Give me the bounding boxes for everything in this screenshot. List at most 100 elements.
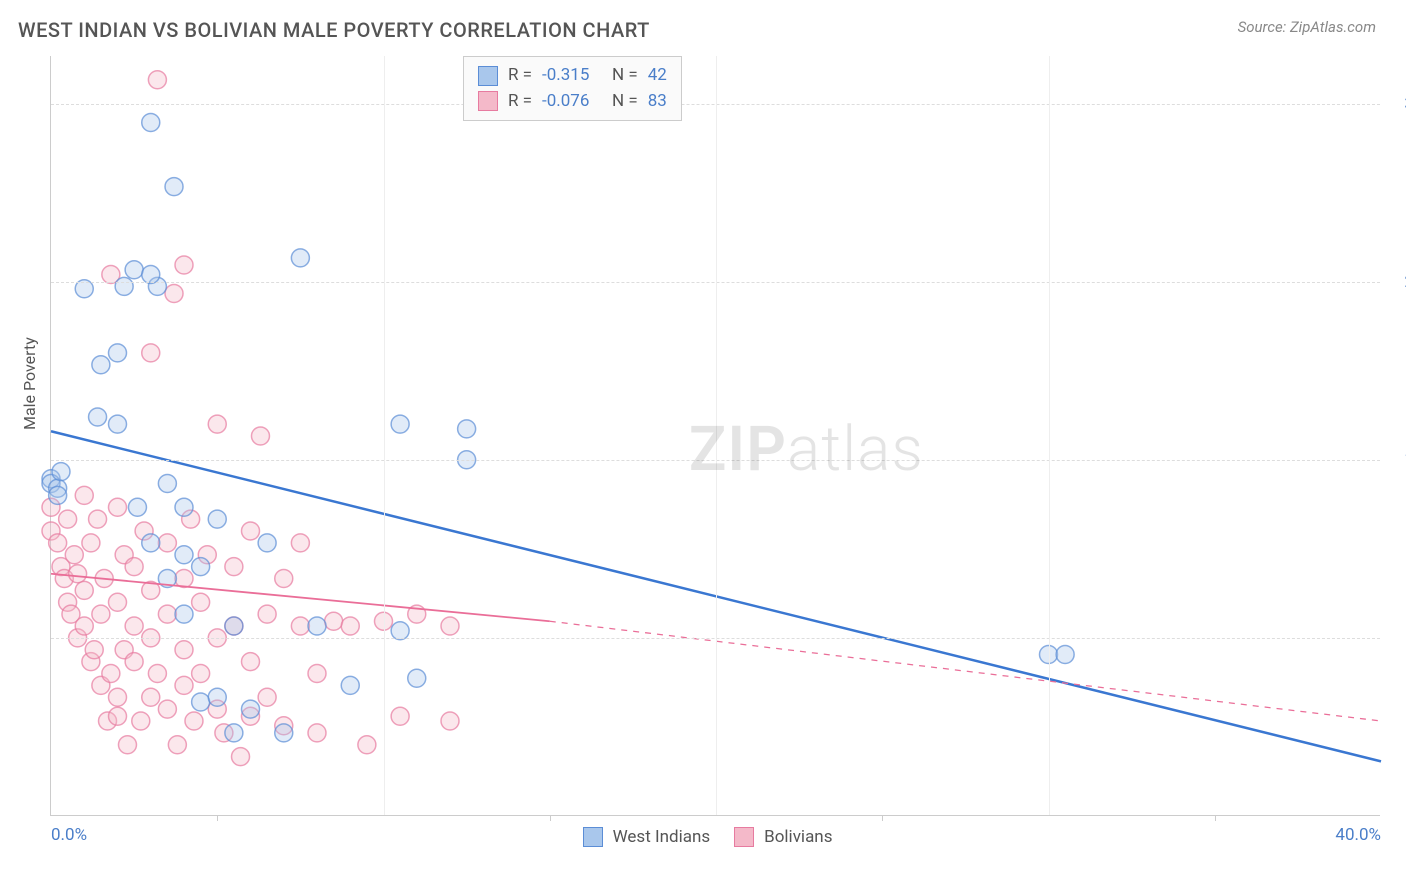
- legend-item: Bolivians: [734, 827, 832, 847]
- legend-swatch: [734, 827, 754, 847]
- x-tick-label: 40.0%: [1335, 825, 1381, 845]
- data-point: [275, 724, 293, 742]
- data-point: [69, 565, 87, 583]
- data-point: [52, 463, 70, 481]
- data-point: [158, 534, 176, 552]
- gridline-vertical: [384, 56, 385, 815]
- data-point: [391, 415, 409, 433]
- data-point: [142, 114, 160, 132]
- data-point: [158, 475, 176, 493]
- data-point: [75, 581, 93, 599]
- legend-row: R = -0.315 N = 42: [478, 63, 667, 89]
- data-point: [225, 724, 243, 742]
- data-point: [158, 700, 176, 718]
- legend-r-value: -0.076: [542, 89, 602, 115]
- legend-series-name: Bolivians: [764, 827, 832, 847]
- data-point: [175, 676, 193, 694]
- data-point: [242, 653, 260, 671]
- legend-row: R = -0.076 N = 83: [478, 89, 667, 115]
- data-point: [225, 617, 243, 635]
- data-point: [242, 522, 260, 540]
- data-point: [341, 617, 359, 635]
- legend-n-value: 83: [648, 89, 667, 115]
- chart-title: WEST INDIAN VS BOLIVIAN MALE POVERTY COR…: [18, 18, 650, 42]
- data-point: [175, 498, 193, 516]
- data-point: [109, 344, 127, 362]
- x-tick-minor: [550, 815, 551, 821]
- data-point: [82, 534, 100, 552]
- data-point: [148, 665, 166, 683]
- y-tick-label: 22.5%: [1390, 272, 1406, 292]
- data-point: [175, 641, 193, 659]
- data-point: [128, 498, 146, 516]
- data-point: [85, 641, 103, 659]
- legend-swatch: [478, 66, 498, 86]
- data-point: [89, 408, 107, 426]
- legend-series-name: West Indians: [613, 827, 711, 847]
- data-point: [89, 510, 107, 528]
- data-point: [208, 688, 226, 706]
- data-point: [165, 178, 183, 196]
- data-point: [408, 669, 426, 687]
- data-point: [109, 593, 127, 611]
- legend-correlation-box: R = -0.315 N = 42 R = -0.076 N = 83: [463, 56, 682, 121]
- data-point: [125, 653, 143, 671]
- data-point: [308, 665, 326, 683]
- data-point: [142, 534, 160, 552]
- data-point: [158, 605, 176, 623]
- data-point: [192, 665, 210, 683]
- gridline-vertical: [716, 56, 717, 815]
- data-point: [458, 420, 476, 438]
- data-point: [92, 605, 110, 623]
- data-point: [232, 748, 250, 766]
- legend-r-label: R =: [508, 63, 532, 89]
- legend-swatch: [583, 827, 603, 847]
- chart-plot-area: 7.5%15.0%22.5%30.0%0.0%40.0%ZIPatlasR =-…: [50, 56, 1380, 816]
- legend-n-label: N =: [612, 63, 638, 89]
- legend-n-value: 42: [648, 63, 667, 89]
- data-point: [291, 617, 309, 635]
- data-point: [275, 570, 293, 588]
- data-point: [441, 712, 459, 730]
- data-point: [109, 707, 127, 725]
- data-point: [341, 676, 359, 694]
- data-point: [125, 617, 143, 635]
- data-point: [291, 534, 309, 552]
- x-tick-label: 0.0%: [51, 825, 87, 845]
- legend-r-label: R =: [508, 89, 532, 115]
- data-point: [208, 510, 226, 528]
- data-point: [441, 617, 459, 635]
- data-point: [308, 724, 326, 742]
- data-point: [308, 617, 326, 635]
- data-point: [291, 249, 309, 267]
- x-tick-minor: [1215, 815, 1216, 821]
- data-point: [175, 570, 193, 588]
- data-point: [251, 427, 269, 445]
- y-tick-label: 15.0%: [1390, 450, 1406, 470]
- data-point: [148, 71, 166, 89]
- data-point: [142, 344, 160, 362]
- data-point: [92, 356, 110, 374]
- y-tick-label: 7.5%: [1390, 628, 1406, 648]
- data-point: [258, 605, 276, 623]
- data-point: [1056, 646, 1074, 664]
- gridline-vertical: [1049, 56, 1050, 815]
- data-point: [185, 712, 203, 730]
- data-point: [258, 534, 276, 552]
- data-point: [242, 700, 260, 718]
- data-point: [75, 486, 93, 504]
- data-point: [325, 612, 343, 630]
- data-point: [192, 558, 210, 576]
- legend-item: West Indians: [583, 827, 711, 847]
- legend-r-value: -0.315: [542, 63, 602, 89]
- data-point: [75, 617, 93, 635]
- legend-series: West Indians Bolivians: [583, 827, 833, 847]
- data-point: [165, 285, 183, 303]
- legend-n-label: N =: [612, 89, 638, 115]
- data-point: [175, 605, 193, 623]
- x-tick-minor: [882, 815, 883, 821]
- data-point: [132, 712, 150, 730]
- data-point: [258, 688, 276, 706]
- data-point: [168, 736, 186, 754]
- y-tick-label: 30.0%: [1390, 94, 1406, 114]
